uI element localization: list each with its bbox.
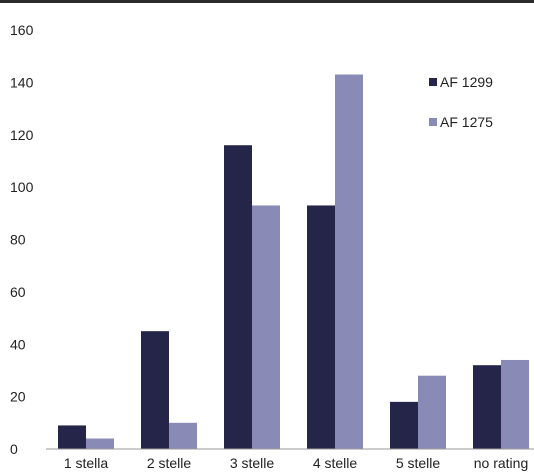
legend: AF 1299 AF 1275 — [429, 74, 493, 130]
bar-af-1299-2-stelle — [141, 331, 169, 449]
legend-label: AF 1299 — [440, 74, 493, 90]
x-category-label: 3 stelle — [230, 455, 275, 471]
legend-swatch — [429, 78, 437, 86]
x-category-label: 4 stelle — [313, 455, 358, 471]
x-category-label: no rating — [474, 455, 528, 471]
legend-label: AF 1275 — [440, 114, 493, 130]
bar-af-1275-1-stella — [86, 438, 114, 449]
x-category-label: 5 stelle — [396, 455, 441, 471]
bar-af-1299-5-stelle — [390, 401, 418, 449]
bar-af-1275-5-stelle — [418, 375, 446, 449]
y-tick-label: 100 — [10, 179, 34, 195]
bar-af-1275-3-stelle — [252, 205, 280, 449]
bar-af-1275-4-stelle — [335, 74, 363, 450]
x-category-label: 2 stelle — [147, 455, 192, 471]
y-axis-ticks: 0 20 40 60 80 100 120 140 160 — [10, 22, 34, 457]
bar-af-1275-no-rating — [501, 359, 529, 449]
y-tick-label: 160 — [10, 22, 34, 38]
top-border — [0, 0, 534, 3]
legend-swatch — [429, 118, 437, 126]
bar-af-1299-4-stelle — [307, 205, 335, 449]
y-tick-label: 40 — [10, 336, 26, 352]
x-category-label: 1 stella — [64, 455, 109, 471]
y-tick-label: 20 — [10, 389, 26, 405]
bar-af-1299-3-stelle — [224, 145, 252, 449]
bar-af-1299-1-stella — [58, 425, 86, 449]
y-tick-label: 120 — [10, 127, 34, 143]
y-tick-label: 80 — [10, 232, 26, 248]
y-tick-label: 140 — [10, 74, 34, 90]
bars — [58, 74, 529, 450]
y-tick-label: 60 — [10, 284, 26, 300]
y-tick-label: 0 — [10, 441, 18, 457]
x-axis-labels: 1 stella 2 stelle 3 stelle 4 stelle 5 stelle… — [64, 455, 528, 471]
bar-af-1275-2-stelle — [169, 422, 197, 449]
bar-af-1299-no-rating — [473, 365, 501, 449]
